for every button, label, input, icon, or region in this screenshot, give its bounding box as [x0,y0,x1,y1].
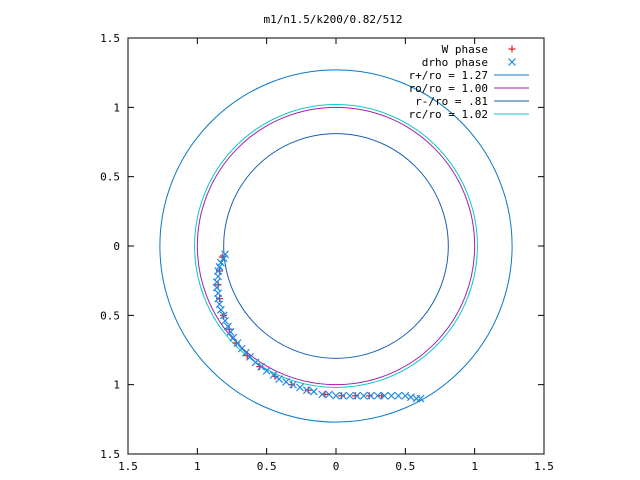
legend-label: drho phase [422,56,488,69]
drho-phase-point [269,371,278,379]
x-tick-label: 1.5 [118,460,138,473]
drho-phase-point [229,333,238,342]
x-tick-label: 0.5 [257,460,277,473]
radius-circle [196,106,476,386]
radius-circle [194,104,478,388]
drho-phase-point [394,391,403,400]
phase-points [212,250,425,403]
x-tick-label: 1 [194,460,201,473]
y-tick-label: 1.5 [100,32,120,45]
drho-phase-point [296,383,304,392]
drho-phase-point [325,390,333,399]
y-tick-label: 0.5 [100,171,120,184]
drho-phase-point [212,278,221,286]
drho-phase-point [275,375,284,384]
radius-circle [223,133,449,359]
drho-phase-point [345,391,354,400]
w-phase-point [243,352,251,360]
drho-phase-point [216,258,225,267]
w-phase-point [304,386,312,394]
x-axis-ticks: 1.5 1 0.5 0 0.5 1 1.5 [118,38,554,473]
w-phase-point [351,392,359,400]
y-tick-label: 1 [113,379,120,392]
w-phase-point [365,392,373,400]
drho-phase-point [373,391,382,400]
y-axis-ticks: 1.5 1 0.5 0 0.5 1 1.5 [100,32,544,461]
drho-phase-point [282,377,291,386]
drho-phase-point [251,358,260,367]
y-tick-label: 1 [113,101,120,114]
drho-phase-point [366,391,375,400]
drho-phase-point [339,391,347,400]
legend-label: rc/ro = 1.02 [409,108,488,121]
w-phase-point [216,295,224,303]
drho-phase-point [215,262,224,271]
drho-phase-point [257,362,266,371]
legend-label: ro/ro = 1.00 [409,82,488,95]
x-tick-label: 1.5 [534,460,554,473]
x-tick-label: 0 [333,460,340,473]
drho-phase-point [359,391,368,400]
w-phase-point [216,267,224,275]
w-phase-point [214,281,222,289]
drho-phase-point [380,391,389,400]
drho-phase-point [302,386,311,395]
w-phase-point [508,45,516,53]
drho-phase-point [416,394,425,403]
drho-phase-point [221,250,229,259]
drho-phase-point [219,254,228,263]
y-tick-label: 0.5 [100,309,120,322]
legend-label: W phase [442,43,488,56]
x-tick-label: 0.5 [395,460,415,473]
chart-title: m1/n1.5/k200/0.82/512 [263,13,402,26]
drho-phase-point [214,289,223,298]
drho-phase-point [332,391,340,400]
drho-phase-point [318,390,327,399]
reference-circles [159,69,513,423]
drho-phase-point [262,366,271,375]
drho-phase-point [226,328,235,336]
drho-phase-point [216,305,225,314]
drho-phase-point [223,322,232,331]
x-tick-label: 1 [471,460,478,473]
radius-circle [159,69,513,423]
drho-phase-point [289,380,297,389]
drho-phase-point [233,339,242,347]
drho-phase-point [214,267,223,275]
w-phase-point [256,363,264,371]
w-phase-point [338,392,346,400]
drho-phase-point [352,391,361,400]
drho-phase-point [508,58,516,66]
y-tick-label: 0 [113,240,120,253]
legend-label: r+/ro = 1.27 [409,69,488,82]
legend-label: r-/ro = .81 [415,95,488,108]
y-tick-label: 1.5 [100,448,120,461]
drho-phase-point [309,387,318,396]
drho-phase-point [221,316,229,325]
w-phase-point [225,325,233,333]
drho-phase-point [387,391,396,400]
